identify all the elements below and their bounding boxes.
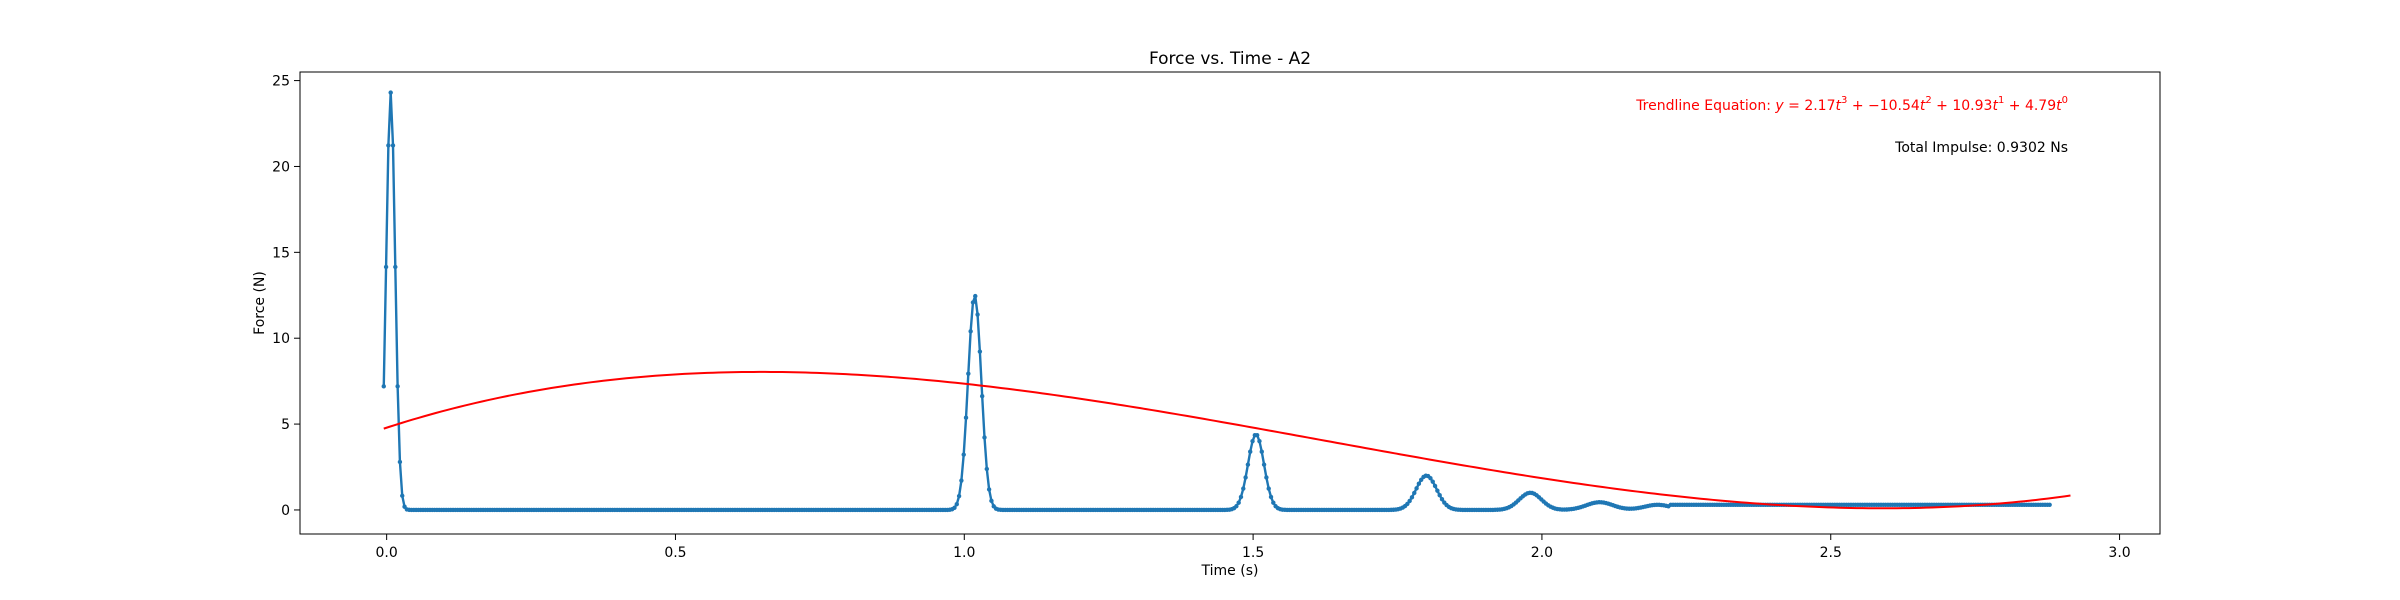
x-tick-label: 2.5 bbox=[1820, 545, 1842, 561]
plot-layer bbox=[381, 90, 2071, 513]
force-data-point bbox=[2047, 502, 2052, 507]
equation-y: y bbox=[1774, 98, 1784, 114]
force-data-point bbox=[954, 501, 959, 507]
force-data-point bbox=[989, 498, 994, 504]
force-data-point bbox=[973, 293, 978, 299]
force-data-point bbox=[1439, 497, 1445, 502]
force-data-point bbox=[1259, 449, 1264, 454]
x-axis: 0.0 0.5 1.0 1.5 2.0 2.5 3.0 bbox=[376, 534, 2131, 561]
force-data-point bbox=[1250, 438, 1255, 444]
force-data-point bbox=[1416, 481, 1422, 486]
force-data-point bbox=[952, 505, 957, 510]
y-axis-label: Force (N) bbox=[252, 271, 268, 335]
equation-variable: t bbox=[2056, 98, 2062, 114]
equation-power: 2 bbox=[1925, 95, 1931, 106]
force-data-point bbox=[970, 300, 976, 305]
force-data-point bbox=[984, 466, 990, 472]
chart-title: Force vs. Time - A2 bbox=[1149, 49, 1311, 69]
equation-separator: + bbox=[1932, 98, 1953, 114]
equation-power: 3 bbox=[1841, 95, 1847, 106]
force-data-point bbox=[1266, 486, 1271, 491]
equation-separator: + bbox=[2004, 98, 2025, 114]
force-data-point bbox=[1271, 500, 1276, 505]
force-data-point bbox=[977, 349, 983, 354]
equation-power: 0 bbox=[2062, 95, 2068, 106]
force-data-point bbox=[975, 312, 980, 317]
equation-prefix: Trendline Equation: bbox=[1635, 98, 1775, 114]
equation-power: 1 bbox=[1998, 95, 2004, 106]
force-data-point bbox=[968, 329, 973, 334]
y-tick-label: 10 bbox=[272, 331, 290, 347]
force-data-point bbox=[1238, 494, 1244, 500]
force-data-point bbox=[1241, 486, 1246, 491]
equation-coefficient: −10.54 bbox=[1868, 98, 1920, 114]
force-data-points bbox=[381, 90, 2052, 513]
y-tick-label: 0 bbox=[281, 503, 290, 519]
force-data-point bbox=[1432, 483, 1438, 489]
x-tick-label: 1.0 bbox=[953, 545, 975, 561]
equation-coefficient: 4.79 bbox=[2025, 98, 2056, 114]
y-axis: 0 5 10 15 20 25 bbox=[272, 74, 300, 519]
x-tick-label: 0.0 bbox=[376, 545, 398, 561]
force-data-point bbox=[1261, 462, 1267, 467]
y-tick-label: 15 bbox=[272, 245, 290, 261]
y-tick-label: 5 bbox=[281, 417, 290, 433]
force-data-point bbox=[1409, 495, 1415, 500]
trendline-equation: Trendline Equation: y = 2.17t3 + −10.54t… bbox=[1635, 95, 2068, 114]
force-data-point bbox=[388, 90, 393, 95]
force-data-point bbox=[1248, 449, 1253, 454]
force-data-point bbox=[395, 384, 400, 389]
force-data-point bbox=[1430, 479, 1435, 484]
force-data-point bbox=[979, 393, 985, 399]
force-data-point bbox=[397, 459, 403, 465]
equation-coefficient: 2.17 bbox=[1804, 98, 1835, 114]
equation-equals: = bbox=[1784, 98, 1805, 114]
force-data-point bbox=[1412, 490, 1417, 496]
x-tick-label: 1.5 bbox=[1242, 545, 1264, 561]
force-data-point bbox=[966, 371, 971, 376]
force-data-point bbox=[381, 384, 386, 389]
equation-variable: t bbox=[1992, 98, 1998, 114]
force-data-point bbox=[1437, 493, 1442, 498]
force-data-point bbox=[1243, 475, 1248, 480]
force-data-point bbox=[961, 452, 966, 457]
force-data-point bbox=[390, 143, 396, 148]
equation-coefficient: 10.93 bbox=[1952, 98, 1992, 114]
trendline bbox=[383, 370, 2071, 510]
force-data-point bbox=[386, 143, 391, 148]
force-data-point bbox=[393, 264, 398, 270]
force-data-point bbox=[383, 264, 389, 270]
force-data-point bbox=[1234, 504, 1239, 509]
force-data-point bbox=[982, 435, 987, 440]
x-axis-label: Time (s) bbox=[1201, 563, 1259, 579]
force-data-point bbox=[1254, 432, 1260, 438]
equation-separator: + bbox=[1847, 98, 1868, 114]
y-tick-label: 25 bbox=[272, 74, 290, 90]
force-data-point bbox=[956, 493, 962, 499]
x-tick-label: 3.0 bbox=[2108, 545, 2130, 561]
equation-variable: t bbox=[1920, 98, 1926, 114]
force-data-point bbox=[400, 493, 405, 498]
force-data-point bbox=[1268, 494, 1274, 500]
y-tick-label: 20 bbox=[272, 159, 290, 175]
x-tick-label: 2.0 bbox=[1531, 545, 1553, 561]
axes-frame bbox=[299, 71, 2161, 535]
force-data-point bbox=[1245, 462, 1251, 467]
total-impulse-label: Total Impulse: 0.9302 Ns bbox=[1894, 140, 2068, 156]
force-data-point bbox=[963, 415, 969, 420]
force-data-point bbox=[986, 487, 992, 492]
force-data-point bbox=[959, 478, 964, 483]
force-data-point bbox=[1414, 486, 1419, 491]
force-data-point bbox=[1236, 500, 1241, 505]
force-data-point bbox=[1435, 488, 1440, 493]
force-data-point bbox=[1407, 498, 1412, 504]
force-data-point bbox=[1264, 475, 1269, 480]
force-data-point bbox=[1428, 475, 1433, 481]
x-tick-label: 0.5 bbox=[664, 545, 686, 561]
force-data-point bbox=[1257, 438, 1262, 444]
equation-variable: t bbox=[1836, 98, 1842, 114]
